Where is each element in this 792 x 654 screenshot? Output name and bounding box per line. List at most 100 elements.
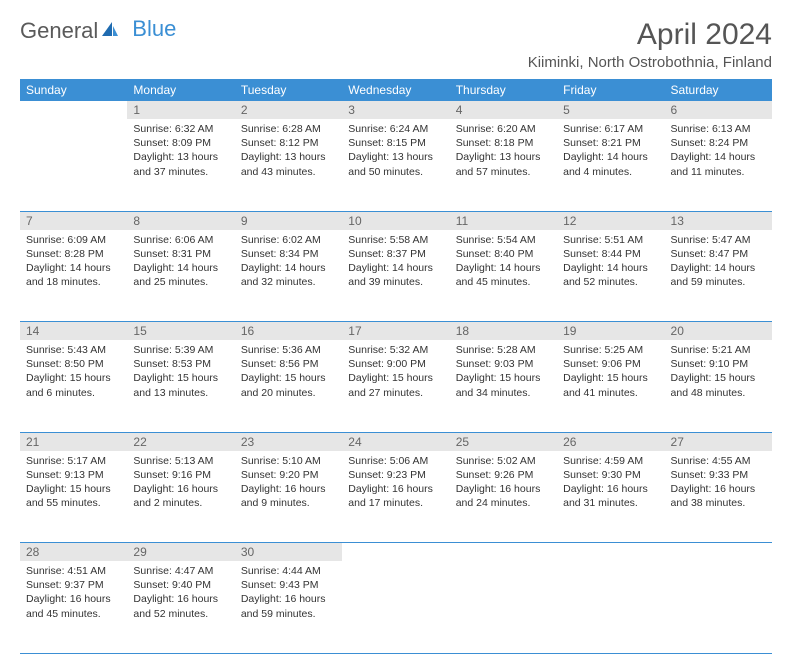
day-number-cell: 14 <box>20 322 127 341</box>
day-number: 26 <box>557 433 664 451</box>
day-number: 6 <box>665 101 772 119</box>
day-number: 30 <box>235 543 342 561</box>
logo: General Blue <box>20 18 176 44</box>
day-cell: Sunrise: 5:13 AMSunset: 9:16 PMDaylight:… <box>127 451 234 543</box>
day-details: Sunrise: 5:28 AMSunset: 9:03 PMDaylight:… <box>450 340 557 404</box>
day-details: Sunrise: 6:20 AMSunset: 8:18 PMDaylight:… <box>450 119 557 183</box>
day-number: 1 <box>127 101 234 119</box>
day-number-cell: 24 <box>342 432 449 451</box>
day-cell: Sunrise: 5:28 AMSunset: 9:03 PMDaylight:… <box>450 340 557 432</box>
day-number: 18 <box>450 322 557 340</box>
day-cell: Sunrise: 6:24 AMSunset: 8:15 PMDaylight:… <box>342 119 449 211</box>
day-cell: Sunrise: 5:10 AMSunset: 9:20 PMDaylight:… <box>235 451 342 543</box>
day-number-cell: 10 <box>342 211 449 230</box>
day-number-cell: 18 <box>450 322 557 341</box>
week-row: Sunrise: 4:51 AMSunset: 9:37 PMDaylight:… <box>20 561 772 653</box>
day-number-cell: 13 <box>665 211 772 230</box>
day-number-cell: 19 <box>557 322 664 341</box>
day-number-cell: 29 <box>127 543 234 562</box>
day-number: 23 <box>235 433 342 451</box>
day-cell: Sunrise: 5:36 AMSunset: 8:56 PMDaylight:… <box>235 340 342 432</box>
day-number: 3 <box>342 101 449 119</box>
day-details: Sunrise: 4:59 AMSunset: 9:30 PMDaylight:… <box>557 451 664 515</box>
day-number: 27 <box>665 433 772 451</box>
week-row: Sunrise: 5:17 AMSunset: 9:13 PMDaylight:… <box>20 451 772 543</box>
location: Kiiminki, North Ostrobothnia, Finland <box>528 54 772 71</box>
day-number: 12 <box>557 212 664 230</box>
daynum-row: 78910111213 <box>20 211 772 230</box>
logo-text-general: General <box>20 18 98 44</box>
day-cell: Sunrise: 4:44 AMSunset: 9:43 PMDaylight:… <box>235 561 342 653</box>
day-number: 19 <box>557 322 664 340</box>
day-number-cell: 5 <box>557 101 664 119</box>
day-details: Sunrise: 6:28 AMSunset: 8:12 PMDaylight:… <box>235 119 342 183</box>
day-details: Sunrise: 4:44 AMSunset: 9:43 PMDaylight:… <box>235 561 342 625</box>
day-details: Sunrise: 5:13 AMSunset: 9:16 PMDaylight:… <box>127 451 234 515</box>
day-cell: Sunrise: 6:32 AMSunset: 8:09 PMDaylight:… <box>127 119 234 211</box>
week-row: Sunrise: 6:32 AMSunset: 8:09 PMDaylight:… <box>20 119 772 211</box>
day-cell <box>450 561 557 653</box>
day-details: Sunrise: 5:47 AMSunset: 8:47 PMDaylight:… <box>665 230 772 294</box>
daynum-row: 123456 <box>20 101 772 119</box>
logo-sail-icon <box>100 20 120 43</box>
day-number: 22 <box>127 433 234 451</box>
day-cell: Sunrise: 5:21 AMSunset: 9:10 PMDaylight:… <box>665 340 772 432</box>
day-cell: Sunrise: 5:43 AMSunset: 8:50 PMDaylight:… <box>20 340 127 432</box>
day-cell: Sunrise: 5:58 AMSunset: 8:37 PMDaylight:… <box>342 230 449 322</box>
day-cell: Sunrise: 4:47 AMSunset: 9:40 PMDaylight:… <box>127 561 234 653</box>
day-cell: Sunrise: 4:55 AMSunset: 9:33 PMDaylight:… <box>665 451 772 543</box>
daynum-row: 21222324252627 <box>20 432 772 451</box>
day-number-cell: 12 <box>557 211 664 230</box>
day-number-cell: 26 <box>557 432 664 451</box>
month-title: April 2024 <box>528 18 772 52</box>
day-details: Sunrise: 4:55 AMSunset: 9:33 PMDaylight:… <box>665 451 772 515</box>
day-number: 15 <box>127 322 234 340</box>
day-number-cell: 16 <box>235 322 342 341</box>
day-number-cell: 27 <box>665 432 772 451</box>
day-cell: Sunrise: 6:13 AMSunset: 8:24 PMDaylight:… <box>665 119 772 211</box>
day-details: Sunrise: 5:25 AMSunset: 9:06 PMDaylight:… <box>557 340 664 404</box>
day-details: Sunrise: 5:58 AMSunset: 8:37 PMDaylight:… <box>342 230 449 294</box>
day-cell: Sunrise: 4:59 AMSunset: 9:30 PMDaylight:… <box>557 451 664 543</box>
day-details: Sunrise: 6:06 AMSunset: 8:31 PMDaylight:… <box>127 230 234 294</box>
day-number <box>557 543 664 561</box>
day-number <box>20 101 127 119</box>
day-number-cell: 25 <box>450 432 557 451</box>
day-cell: Sunrise: 5:47 AMSunset: 8:47 PMDaylight:… <box>665 230 772 322</box>
day-number: 25 <box>450 433 557 451</box>
day-cell: Sunrise: 5:39 AMSunset: 8:53 PMDaylight:… <box>127 340 234 432</box>
day-cell <box>342 561 449 653</box>
day-cell: Sunrise: 6:02 AMSunset: 8:34 PMDaylight:… <box>235 230 342 322</box>
day-cell: Sunrise: 5:54 AMSunset: 8:40 PMDaylight:… <box>450 230 557 322</box>
weekday-header: Sunday <box>20 79 127 101</box>
day-number-cell: 4 <box>450 101 557 119</box>
day-number-cell: 1 <box>127 101 234 119</box>
day-cell: Sunrise: 4:51 AMSunset: 9:37 PMDaylight:… <box>20 561 127 653</box>
day-number-cell <box>20 101 127 119</box>
day-cell <box>665 561 772 653</box>
day-details: Sunrise: 5:39 AMSunset: 8:53 PMDaylight:… <box>127 340 234 404</box>
header-right: April 2024 Kiiminki, North Ostrobothnia,… <box>528 18 772 71</box>
day-details: Sunrise: 4:51 AMSunset: 9:37 PMDaylight:… <box>20 561 127 625</box>
day-number: 4 <box>450 101 557 119</box>
day-number: 17 <box>342 322 449 340</box>
day-number: 21 <box>20 433 127 451</box>
day-cell: Sunrise: 6:09 AMSunset: 8:28 PMDaylight:… <box>20 230 127 322</box>
logo-text-blue: Blue <box>132 16 176 42</box>
week-row: Sunrise: 6:09 AMSunset: 8:28 PMDaylight:… <box>20 230 772 322</box>
day-details: Sunrise: 4:47 AMSunset: 9:40 PMDaylight:… <box>127 561 234 625</box>
weekday-header: Monday <box>127 79 234 101</box>
day-details: Sunrise: 5:51 AMSunset: 8:44 PMDaylight:… <box>557 230 664 294</box>
week-row: Sunrise: 5:43 AMSunset: 8:50 PMDaylight:… <box>20 340 772 432</box>
day-number-cell <box>665 543 772 562</box>
day-number-cell: 9 <box>235 211 342 230</box>
day-number: 24 <box>342 433 449 451</box>
day-details: Sunrise: 6:17 AMSunset: 8:21 PMDaylight:… <box>557 119 664 183</box>
weekday-header: Saturday <box>665 79 772 101</box>
day-cell: Sunrise: 6:28 AMSunset: 8:12 PMDaylight:… <box>235 119 342 211</box>
daynum-row: 14151617181920 <box>20 322 772 341</box>
day-details: Sunrise: 5:10 AMSunset: 9:20 PMDaylight:… <box>235 451 342 515</box>
day-number-cell: 17 <box>342 322 449 341</box>
day-number: 11 <box>450 212 557 230</box>
day-number: 16 <box>235 322 342 340</box>
